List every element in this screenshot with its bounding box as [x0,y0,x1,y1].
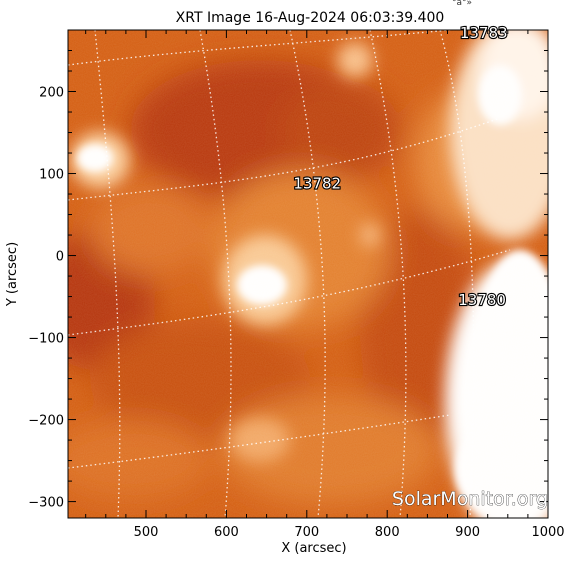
x-tick-label: 600 [214,525,239,540]
x-tick-label: 1000 [531,525,564,540]
x-tick-label: 700 [294,525,319,540]
y-tick-label: −100 [28,332,64,347]
y-tick-label: 100 [39,168,64,183]
image-title: XRT Image 16-Aug-2024 06:03:39.400 [176,10,445,26]
y-axis-ticks: 200 100 0 −100 −200 −300 [28,29,548,511]
y-tick-label: 200 [39,86,64,101]
y-axis-label: Y (arcsec) [5,242,20,307]
y-tick-label: −200 [28,414,64,429]
region-label-13780: 13780 [458,291,506,309]
heliographic-grid [68,30,511,518]
watermark: SolarMonitor.org [392,488,548,510]
x-axis-label: X (arcsec) [281,541,346,556]
y-tick-label: −300 [28,496,64,511]
x-tick-label: 800 [375,525,400,540]
region-label-13783: 13783 [460,24,508,42]
region-label-13782: 13782 [293,174,341,192]
x-axis-ticks: 500 600 700 800 900 1000 [85,30,564,540]
header-fragment: °á°» [452,0,472,8]
x-tick-label: 900 [455,525,480,540]
solar-image [68,30,548,518]
y-tick-label: 0 [56,250,64,265]
x-tick-label: 500 [134,525,159,540]
plot-border [67,29,549,519]
active-region-labels: 13783 13782 13780 [292,23,508,310]
